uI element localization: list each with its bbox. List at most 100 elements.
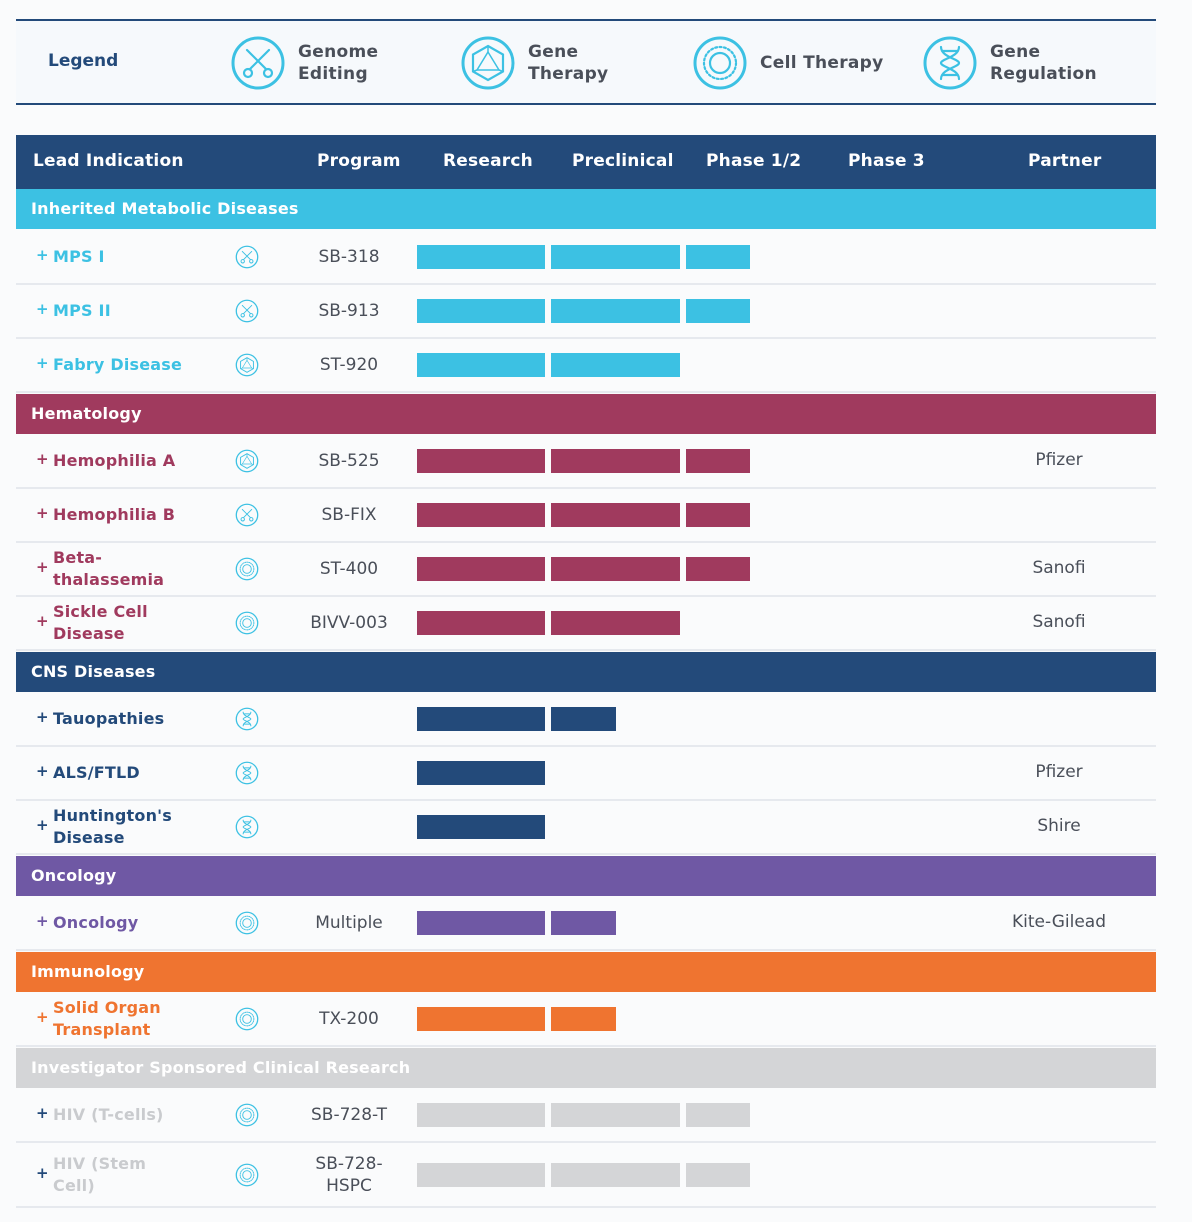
table-row[interactable]: + Tauopathies (16, 693, 1156, 747)
indication-link[interactable]: Oncology (53, 913, 139, 932)
expand-plus-icon[interactable]: + (36, 504, 49, 522)
stage-progress-bar (551, 611, 680, 635)
indication-link[interactable]: Solid Organ Transplant (53, 998, 161, 1039)
dna-icon (235, 761, 259, 785)
stage-progress-bar (686, 1103, 750, 1127)
table-row[interactable]: + Fabry Disease ST-920 (16, 339, 1156, 393)
cell-icon (235, 1103, 259, 1127)
table-row[interactable]: + Beta-thalassemia ST-400 Sanofi (16, 543, 1156, 597)
program-code: SB-913 (318, 301, 380, 321)
table-row[interactable]: + Hemophilia A SB-525 Pfizer (16, 435, 1156, 489)
expand-plus-icon[interactable]: + (36, 816, 49, 834)
partner-name: Kite-Gilead (1011, 912, 1107, 932)
legend-label: Cell Therapy (760, 52, 890, 74)
cell-icon (235, 911, 259, 935)
legend-label-line: Genome (298, 42, 379, 62)
stage-progress-bar (417, 1007, 545, 1031)
category-header: Investigator Sponsored Clinical Research (16, 1048, 1156, 1088)
stage-progress-bar (417, 761, 545, 785)
table-row[interactable]: + Solid Organ Transplant TX-200 (16, 993, 1156, 1047)
stage-progress-bar (417, 449, 545, 473)
indication-link[interactable]: Fabry Disease (53, 355, 183, 374)
legend-label-line: Cell Therapy (760, 53, 884, 73)
category-header: Hematology (16, 394, 1156, 434)
category-header: Oncology (16, 856, 1156, 896)
stage-progress-bar (417, 911, 545, 935)
legend-label-line: Editing (298, 64, 368, 84)
program-code: ST-400 (319, 559, 379, 579)
table-row[interactable]: + Huntington's Disease Shire (16, 801, 1156, 855)
indication-link[interactable]: ALS/FTLD (53, 763, 140, 782)
legend-item: Genome Editing (230, 35, 428, 91)
indication-link[interactable]: HIV (T-cells) (53, 1105, 164, 1124)
hexagon-icon (460, 35, 516, 91)
program-code: SB-FIX (321, 505, 377, 525)
category-header: Inherited Metabolic Diseases (16, 189, 1156, 229)
header-program: Program (317, 151, 401, 171)
expand-plus-icon[interactable]: + (36, 1008, 49, 1026)
expand-plus-icon[interactable]: + (36, 708, 49, 726)
program-code: Multiple (315, 913, 383, 933)
expand-plus-icon[interactable]: + (36, 246, 49, 264)
expand-plus-icon[interactable]: + (36, 354, 49, 372)
expand-plus-icon[interactable]: + (36, 300, 49, 318)
legend-item: Cell Therapy (692, 35, 890, 91)
legend-label-line: Gene Therapy (528, 42, 609, 84)
expand-plus-icon[interactable]: + (36, 762, 49, 780)
indication-link[interactable]: Hemophilia A (53, 451, 176, 470)
stage-progress-bar (686, 299, 750, 323)
dna-icon (235, 815, 259, 839)
stage-progress-bar (686, 503, 750, 527)
program-code: SB-728-T (311, 1105, 387, 1125)
cell-icon (235, 1007, 259, 1031)
table-row[interactable]: + MPS II SB-913 (16, 285, 1156, 339)
indication-link[interactable]: Tauopathies (53, 709, 165, 728)
header-research: Research (443, 151, 533, 171)
expand-plus-icon[interactable]: + (36, 612, 49, 630)
scissors-icon (235, 245, 259, 269)
legend-label: Gene Regulation (990, 41, 1120, 85)
indication-link[interactable]: Sickle Cell Disease (53, 602, 148, 643)
table-row[interactable]: + MPS I SB-318 (16, 231, 1156, 285)
partner-name: Sanofi (1032, 558, 1086, 578)
header-partner: Partner (1028, 151, 1102, 171)
stage-progress-bar (417, 611, 545, 635)
indication-link[interactable]: HIV (Stem Cell) (53, 1154, 147, 1195)
expand-plus-icon[interactable]: + (36, 450, 49, 468)
stage-progress-bar (551, 503, 680, 527)
indication-link[interactable]: Hemophilia B (53, 505, 176, 524)
stage-progress-bar (551, 299, 680, 323)
program-code: SB-318 (318, 247, 380, 267)
stage-progress-bar (551, 911, 616, 935)
indication-link[interactable]: Huntington's Disease (53, 806, 173, 847)
stage-progress-bar (686, 1163, 750, 1187)
partner-name: Pfizer (1035, 762, 1083, 782)
table-row[interactable]: + Oncology Multiple Kite-Gilead (16, 897, 1156, 951)
stage-progress-bar (686, 449, 750, 473)
indication-link[interactable]: MPS II (53, 301, 111, 320)
expand-plus-icon[interactable]: + (36, 1164, 49, 1182)
stage-progress-bar (417, 353, 545, 377)
table-row[interactable]: + HIV (T-cells) SB-728-T (16, 1089, 1156, 1143)
table-row[interactable]: + Sickle Cell Disease BIVV-003 Sanofi (16, 597, 1156, 651)
stage-progress-bar (417, 299, 545, 323)
expand-plus-icon[interactable]: + (36, 1104, 49, 1122)
stage-progress-bar (551, 1163, 680, 1187)
expand-plus-icon[interactable]: + (36, 912, 49, 930)
indication-link[interactable]: Beta-thalassemia (53, 548, 165, 589)
scissors-icon (230, 35, 286, 91)
stage-progress-bar (551, 449, 680, 473)
table-row[interactable]: + ALS/FTLD Pfizer (16, 747, 1156, 801)
stage-progress-bar (686, 245, 750, 269)
indication-link[interactable]: MPS I (53, 247, 105, 266)
table-row[interactable]: + Hemophilia B SB-FIX (16, 489, 1156, 543)
table-row[interactable]: + HIV (Stem Cell) SB-728-HSPC (16, 1143, 1156, 1208)
header-phase-1-2: Phase 1/2 (706, 151, 802, 171)
stage-progress-bar (417, 1163, 545, 1187)
table-header: Lead Indication Program Research Preclin… (16, 135, 1156, 189)
program-code: SB-525 (318, 451, 380, 471)
expand-plus-icon[interactable]: + (36, 558, 49, 576)
stage-progress-bar (417, 707, 545, 731)
stage-progress-bar (417, 557, 545, 581)
cell-icon (235, 557, 259, 581)
